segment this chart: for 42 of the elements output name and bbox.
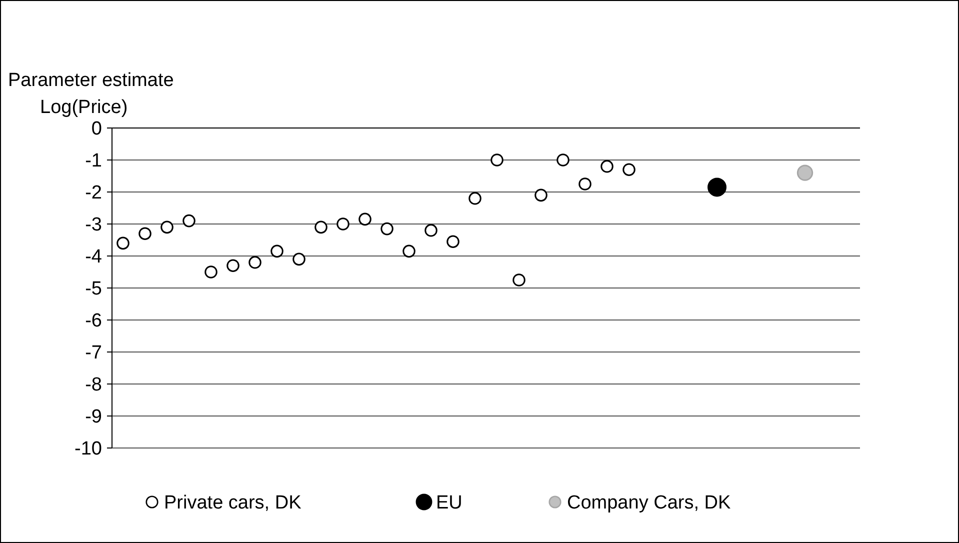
point [490, 154, 504, 166]
point [138, 227, 152, 240]
point [512, 274, 526, 286]
y-tick-label: -6 [85, 310, 102, 332]
y-tick-label: -1 [85, 150, 102, 172]
y-tick-label: -2 [85, 182, 102, 204]
point [708, 178, 726, 197]
point [336, 218, 350, 230]
y-tick-label: 0 [91, 118, 102, 140]
legend-label: EU [436, 492, 462, 514]
point [468, 192, 482, 205]
legend-label: Private cars, DK [164, 492, 302, 514]
point [578, 178, 592, 190]
point [160, 220, 174, 234]
point [446, 235, 460, 248]
y-tick-label: -4 [85, 246, 102, 268]
point [248, 256, 262, 269]
point [270, 244, 284, 258]
point [424, 224, 438, 237]
point [226, 259, 240, 272]
point [116, 236, 130, 250]
point [314, 220, 328, 234]
point [380, 222, 394, 236]
point [600, 160, 614, 173]
y-tick-label: -8 [85, 374, 102, 396]
point [556, 154, 570, 166]
chart-title: Parameter estimate [8, 70, 174, 91]
point [796, 164, 814, 181]
y-tick-label: -5 [85, 278, 102, 300]
y-tick-label: -9 [85, 406, 102, 428]
point [358, 212, 372, 226]
y-tick-label: -3 [85, 214, 102, 236]
y-tick-label: -10 [74, 438, 102, 460]
point [402, 244, 416, 258]
y-tick-label: -7 [85, 342, 102, 364]
point [534, 188, 548, 202]
point [182, 214, 196, 228]
point [622, 163, 636, 176]
y-axis-title: Log(Price) [40, 97, 128, 118]
point [292, 252, 306, 266]
legend-label: Company Cars, DK [567, 492, 731, 514]
point [204, 266, 218, 278]
